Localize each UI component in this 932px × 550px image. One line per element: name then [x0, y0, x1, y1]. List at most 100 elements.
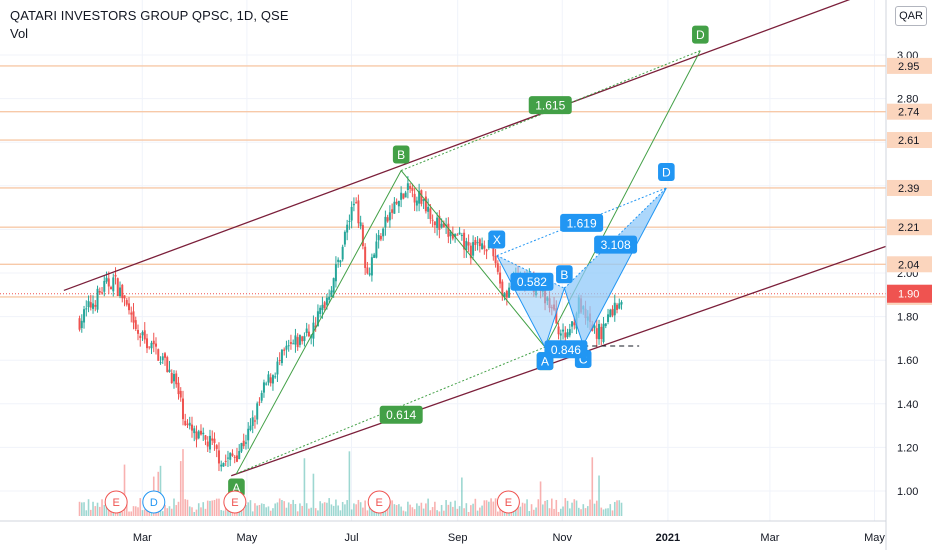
- blue-ratio-label-bg: [510, 272, 554, 291]
- volume-bar: [269, 510, 272, 516]
- candle: [213, 438, 216, 443]
- volume-bar: [134, 506, 137, 516]
- candle: [375, 241, 378, 258]
- volume-bar: [344, 504, 346, 516]
- green-pattern-legs[interactable]: [236, 50, 701, 474]
- candle: [276, 361, 279, 375]
- blue-harmonic-pattern[interactable]: X A B C D 0.582 0.846 1.619 3.108: [488, 162, 675, 371]
- candle: [103, 280, 106, 292]
- y-tick-label: 1.20: [897, 442, 918, 454]
- candle: [150, 342, 153, 349]
- candle: [269, 377, 272, 384]
- candle: [101, 292, 104, 294]
- x-tick-label: Jul: [344, 532, 358, 544]
- candle: [501, 281, 504, 296]
- volume-bar: [391, 500, 393, 516]
- candle: [242, 440, 245, 447]
- blue-point-b-text: B: [560, 268, 568, 282]
- volume-bar: [305, 503, 308, 516]
- earnings-marker[interactable]: E: [496, 490, 520, 514]
- volume-indicator-label[interactable]: Vol: [10, 26, 29, 41]
- volume-bar: [170, 508, 173, 516]
- volume-bar: [434, 501, 436, 516]
- candle: [181, 398, 184, 420]
- volume-bar: [191, 507, 193, 516]
- blue-ratio-label[interactable]: 1.619: [560, 213, 604, 232]
- candle: [249, 425, 252, 430]
- candle: [80, 320, 83, 329]
- candle: [469, 245, 472, 259]
- volume-bar: [591, 457, 594, 516]
- candle: [373, 254, 376, 258]
- candle: [431, 219, 434, 221]
- candle: [422, 199, 425, 202]
- volume-bar: [213, 499, 216, 516]
- candle: [155, 343, 158, 347]
- last-price-badge[interactable]: 1.90: [887, 284, 932, 303]
- candle: [355, 202, 358, 204]
- candle: [112, 277, 115, 292]
- volume-bar: [299, 503, 301, 516]
- blue-point-b[interactable]: B: [556, 265, 573, 284]
- green-ratio-label[interactable]: 1.615: [528, 96, 572, 115]
- symbol-title[interactable]: QATARI INVESTORS GROUP QPSC, 1D, QSE: [10, 8, 289, 23]
- candle: [339, 260, 342, 263]
- candle: [323, 302, 326, 309]
- earnings-marker[interactable]: E: [223, 490, 247, 514]
- candle: [260, 393, 263, 401]
- candle: [420, 190, 423, 204]
- volume-bar: [195, 509, 198, 516]
- price-level-badge-bg: [887, 103, 932, 120]
- candle: [415, 200, 418, 206]
- channel-line-lower[interactable]: [230, 223, 932, 477]
- candle: [370, 257, 373, 276]
- candle: [600, 326, 603, 339]
- blue-point-d[interactable]: D: [658, 162, 675, 181]
- green-ratio-label[interactable]: 0.614: [379, 405, 423, 424]
- volume-bar: [544, 500, 546, 516]
- blue-ratio-label[interactable]: 0.846: [544, 340, 588, 359]
- green-point-a-text: A: [232, 481, 240, 495]
- candle: [436, 217, 439, 228]
- grid: [0, 0, 886, 521]
- price-level-badge[interactable]: 2.95: [887, 57, 932, 74]
- candle: [465, 241, 468, 250]
- candle: [325, 297, 328, 305]
- price-level-badge-bg: [887, 179, 932, 196]
- dividend-marker[interactable]: D: [142, 490, 166, 514]
- price-level-badge[interactable]: 2.39: [887, 179, 932, 196]
- candle: [447, 223, 450, 237]
- candle: [85, 308, 88, 310]
- channel-lines[interactable]: [63, 0, 932, 477]
- blue-point-x[interactable]: X: [488, 230, 506, 249]
- green-point-d[interactable]: D: [692, 25, 709, 44]
- volume-bar: [472, 503, 474, 516]
- price-level-badge[interactable]: 2.04: [887, 256, 932, 273]
- volume-bar: [332, 505, 335, 516]
- earnings-marker[interactable]: E: [104, 490, 128, 514]
- blue-ratio-label[interactable]: 3.108: [594, 235, 638, 254]
- candle: [161, 356, 164, 361]
- candle: [478, 239, 481, 247]
- candle: [388, 212, 391, 221]
- channel-line-upper[interactable]: [63, 0, 932, 292]
- volume-bar: [418, 505, 420, 516]
- green-point-b[interactable]: B: [392, 145, 410, 164]
- price-level-badge[interactable]: 2.61: [887, 132, 932, 149]
- currency-badge[interactable]: QAR: [895, 6, 927, 26]
- volume-bar: [517, 506, 519, 516]
- candle: [598, 323, 601, 340]
- blue-ratio-label-text: 0.846: [551, 343, 581, 357]
- candle: [332, 278, 335, 293]
- volume-bar: [281, 500, 283, 516]
- candle: [206, 441, 209, 447]
- volume-bar: [584, 508, 587, 516]
- price-level-badge[interactable]: 2.21: [887, 219, 932, 236]
- blue-ratio-label[interactable]: 0.582: [510, 272, 554, 291]
- earnings-marker[interactable]: E: [367, 490, 391, 514]
- price-level-badge[interactable]: 2.74: [887, 103, 932, 120]
- volume-bar: [166, 508, 169, 516]
